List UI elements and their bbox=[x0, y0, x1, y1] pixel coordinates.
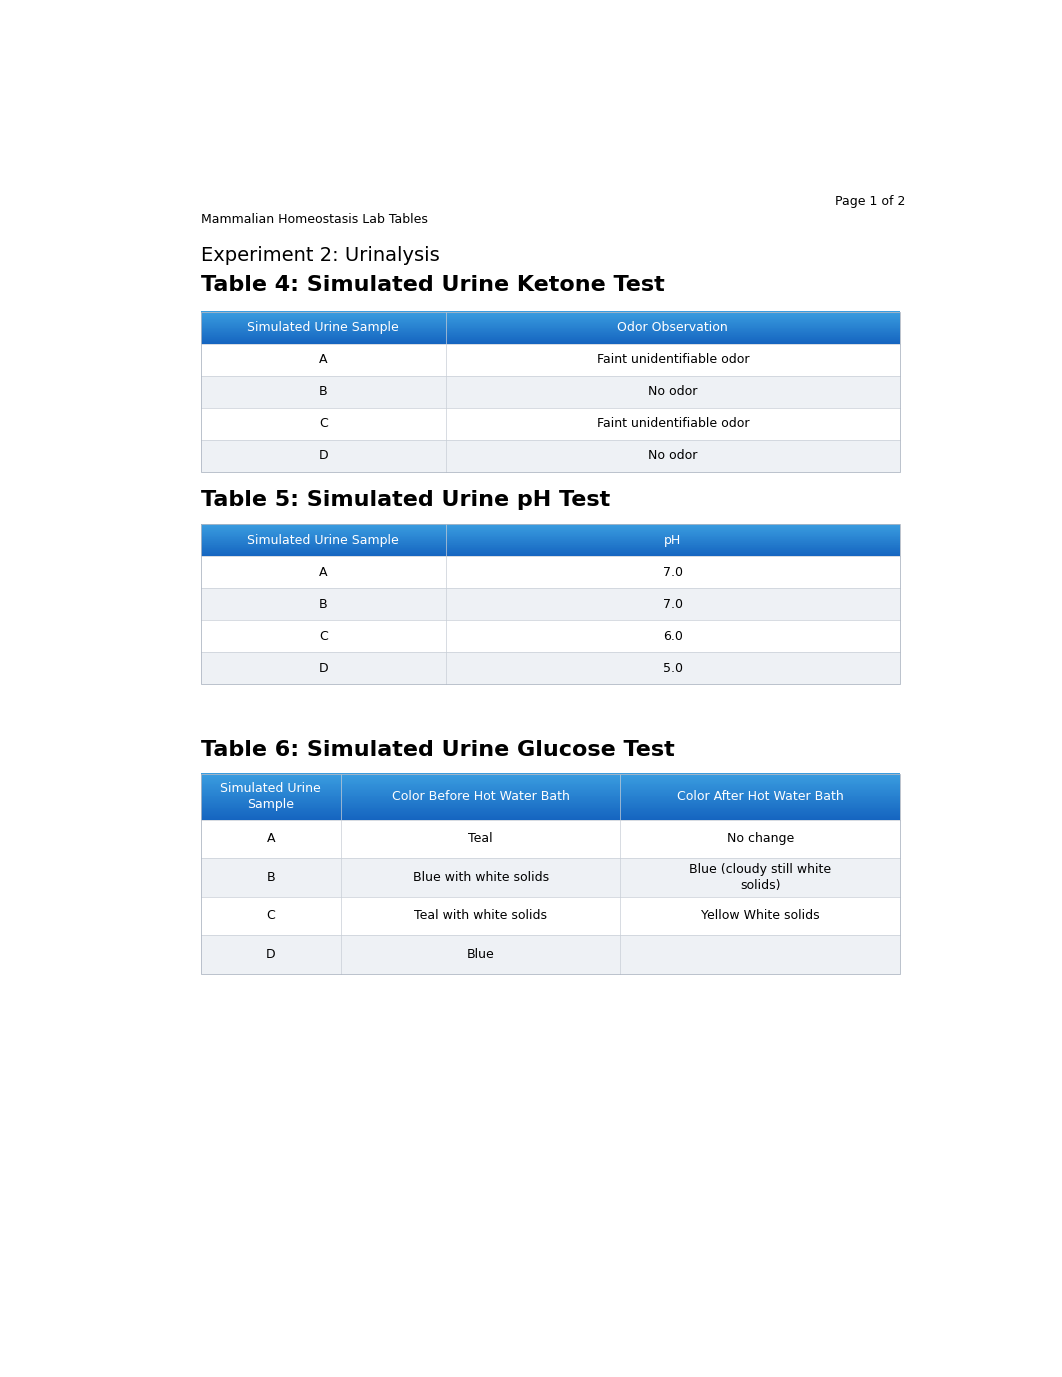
Bar bbox=[201, 653, 446, 684]
Bar bbox=[201, 774, 900, 974]
Text: Yellow White solids: Yellow White solids bbox=[701, 909, 820, 923]
Text: Color After Hot Water Bath: Color After Hot Water Bath bbox=[676, 790, 843, 803]
Text: Odor Observation: Odor Observation bbox=[617, 321, 729, 335]
Text: Simulated Urine Sample: Simulated Urine Sample bbox=[247, 534, 399, 547]
Text: No odor: No odor bbox=[648, 449, 698, 463]
Bar bbox=[341, 858, 620, 896]
Bar bbox=[341, 935, 620, 974]
Bar bbox=[446, 556, 900, 588]
Bar bbox=[341, 896, 620, 935]
Text: Blue (cloudy still white
solids): Blue (cloudy still white solids) bbox=[689, 863, 832, 892]
Text: D: D bbox=[267, 947, 276, 961]
Bar bbox=[446, 344, 900, 376]
Text: Teal: Teal bbox=[468, 833, 493, 845]
Bar bbox=[201, 556, 446, 588]
Bar bbox=[201, 525, 900, 684]
Text: C: C bbox=[267, 909, 275, 923]
Bar bbox=[446, 439, 900, 472]
Text: D: D bbox=[319, 449, 328, 463]
Text: 6.0: 6.0 bbox=[663, 629, 683, 643]
Text: pH: pH bbox=[664, 534, 682, 547]
Text: Table 4: Simulated Urine Ketone Test: Table 4: Simulated Urine Ketone Test bbox=[201, 274, 665, 295]
Text: Teal with white solids: Teal with white solids bbox=[414, 909, 547, 923]
Text: B: B bbox=[319, 598, 327, 611]
Bar bbox=[446, 653, 900, 684]
Text: Table 5: Simulated Urine pH Test: Table 5: Simulated Urine pH Test bbox=[201, 490, 611, 511]
Bar bbox=[201, 620, 446, 653]
Text: A: A bbox=[267, 833, 275, 845]
Text: Simulated Urine Sample: Simulated Urine Sample bbox=[247, 321, 399, 335]
Text: A: A bbox=[319, 354, 327, 366]
Bar bbox=[620, 858, 900, 896]
Text: A: A bbox=[319, 566, 327, 578]
Bar bbox=[446, 620, 900, 653]
Text: Mammalian Homeostasis Lab Tables: Mammalian Homeostasis Lab Tables bbox=[201, 213, 428, 226]
Bar bbox=[201, 311, 900, 472]
Bar bbox=[446, 588, 900, 620]
Text: Simulated Urine
Sample: Simulated Urine Sample bbox=[221, 782, 321, 811]
Text: No change: No change bbox=[726, 833, 793, 845]
Text: No odor: No odor bbox=[648, 386, 698, 398]
Text: 5.0: 5.0 bbox=[663, 662, 683, 675]
Text: C: C bbox=[319, 417, 328, 430]
Bar bbox=[201, 344, 446, 376]
Text: Table 6: Simulated Urine Glucose Test: Table 6: Simulated Urine Glucose Test bbox=[201, 739, 674, 760]
Bar bbox=[201, 588, 446, 620]
Text: 7.0: 7.0 bbox=[663, 566, 683, 578]
Text: Blue: Blue bbox=[466, 947, 495, 961]
Bar bbox=[446, 408, 900, 439]
Text: Experiment 2: Urinalysis: Experiment 2: Urinalysis bbox=[201, 246, 440, 266]
Text: D: D bbox=[319, 662, 328, 675]
Bar bbox=[620, 819, 900, 858]
Bar bbox=[201, 896, 341, 935]
Text: Page 1 of 2: Page 1 of 2 bbox=[835, 194, 906, 208]
Text: Faint unidentifiable odor: Faint unidentifiable odor bbox=[597, 354, 749, 366]
Text: Blue with white solids: Blue with white solids bbox=[412, 872, 549, 884]
Text: B: B bbox=[267, 872, 275, 884]
Bar bbox=[201, 858, 341, 896]
Bar bbox=[620, 896, 900, 935]
Text: Faint unidentifiable odor: Faint unidentifiable odor bbox=[597, 417, 749, 430]
Text: 7.0: 7.0 bbox=[663, 598, 683, 611]
Bar bbox=[201, 376, 446, 408]
Bar bbox=[620, 935, 900, 974]
Bar bbox=[201, 408, 446, 439]
Text: B: B bbox=[319, 386, 327, 398]
Bar bbox=[201, 439, 446, 472]
Text: C: C bbox=[319, 629, 328, 643]
Bar bbox=[446, 376, 900, 408]
Bar bbox=[341, 819, 620, 858]
Bar bbox=[201, 935, 341, 974]
Text: Color Before Hot Water Bath: Color Before Hot Water Bath bbox=[392, 790, 569, 803]
Bar bbox=[201, 819, 341, 858]
